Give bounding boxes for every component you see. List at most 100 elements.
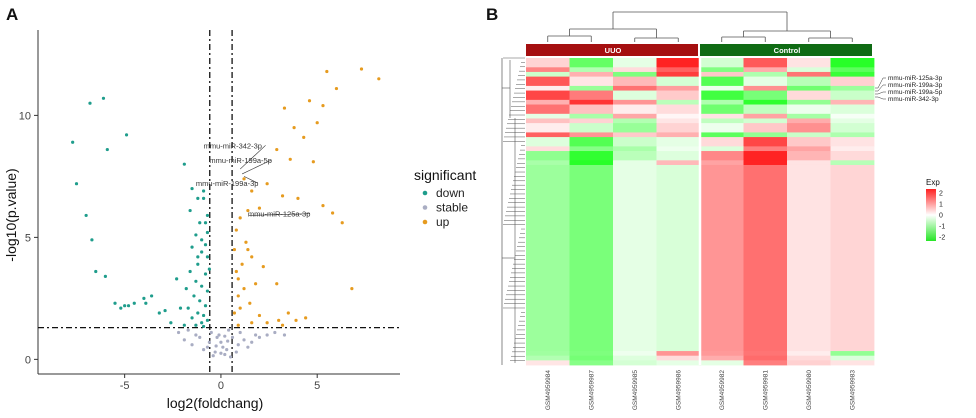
heat-cell-3-3 (656, 76, 701, 87)
point-down-22 (203, 221, 208, 225)
row-label-1: mmu-miR-199a-3p (888, 82, 943, 89)
heatmap-panel: B UUO Control GSM4959984 GSM4959987 GSM4959… (480, 0, 976, 413)
legend-label-down: down (436, 186, 465, 200)
point-up-49 (246, 247, 250, 252)
point-down-17 (190, 186, 194, 191)
point-stable-15 (209, 330, 213, 335)
point-stable-9 (242, 338, 246, 342)
point-down-6 (84, 213, 88, 218)
point-stable-34 (214, 344, 218, 348)
heat-cell-14-2 (613, 151, 657, 161)
row-labels: mmu-miR-125a-3pmmu-miR-199a-3pmmu-miR-19… (875, 75, 943, 103)
point-down-35 (192, 294, 196, 298)
heat-cell-16-3 (656, 164, 701, 352)
point-up-30 (242, 287, 246, 291)
row-label-connector-3 (875, 96, 886, 100)
row-label-2: mmu-miR-199a-5p (888, 89, 943, 96)
point-down-21 (198, 221, 202, 225)
point-up-4 (307, 99, 312, 103)
point-down-13 (142, 296, 146, 300)
heat-cell-7-6 (787, 104, 831, 115)
point-up-44 (275, 282, 279, 286)
point-down-47 (163, 308, 167, 313)
color-scale-bar (926, 189, 936, 241)
point-down-9 (103, 274, 107, 279)
heat-cell-8-3 (656, 113, 701, 119)
point-stable-6 (225, 348, 229, 352)
heat-cell-4-0 (526, 85, 570, 91)
heat-cell-19-3 (656, 360, 701, 366)
x-axis-title: log2(foldchang) (167, 395, 264, 411)
point-stable-22 (194, 333, 198, 337)
point-up-20 (246, 208, 250, 213)
heat-cell-6-6 (787, 99, 831, 105)
threshold-lines (38, 30, 400, 374)
heat-cell-5-5 (743, 90, 788, 101)
heat-cell-17-3 (656, 351, 701, 357)
heat-cell-7-3 (656, 104, 701, 115)
point-down-31 (194, 279, 198, 283)
column-label-6: GSM4959980 (806, 370, 813, 410)
point-down-24 (205, 230, 210, 235)
heat-cell-10-4 (700, 123, 744, 133)
heat-cell-8-5 (743, 113, 788, 119)
point-stable-12 (265, 333, 269, 337)
heat-cell-7-5 (743, 104, 788, 115)
point-stable-4 (213, 350, 217, 354)
heat-cell-2-3 (656, 71, 701, 78)
point-up-48 (236, 277, 240, 281)
heat-cell-0-6 (787, 58, 831, 68)
heat-cell-0-4 (700, 58, 744, 68)
legend-swatch-stable (422, 205, 428, 210)
point-down-44 (144, 301, 148, 305)
point-down-37 (203, 304, 208, 308)
point-down-59 (207, 267, 211, 271)
heat-cell-15-4 (700, 160, 744, 166)
point-stable-20 (234, 350, 238, 354)
heat-cell-19-2 (613, 360, 657, 366)
column-label-4: GSM4959982 (719, 370, 726, 410)
point-up-18 (340, 221, 344, 225)
heat-cell-7-4 (700, 104, 744, 115)
heat-cell-12-1 (569, 137, 614, 147)
heat-cell-6-2 (613, 99, 657, 105)
heat-cell-17-2 (613, 351, 657, 357)
heat-cell-1-3 (656, 67, 701, 73)
heat-cell-14-4 (700, 151, 744, 161)
heat-cell-1-7 (830, 67, 875, 73)
heat-cell-13-7 (830, 146, 875, 152)
point-down-38 (186, 306, 190, 310)
y-tick-label-0: 0 (25, 354, 31, 366)
heat-cell-9-1 (569, 118, 614, 124)
group-label-1: Control (774, 46, 801, 55)
point-stable-21 (246, 345, 250, 349)
point-up-2 (325, 69, 329, 74)
point-down-53 (201, 324, 206, 329)
row-label-3: mmu-miR-342-3p (888, 96, 939, 103)
heat-cell-3-7 (830, 76, 875, 87)
point-up-33 (238, 306, 242, 310)
heat-cell-10-0 (526, 123, 570, 133)
color-scale-tick-3: -1 (939, 224, 945, 231)
point-down-26 (200, 250, 204, 254)
heat-cell-16-4 (700, 164, 744, 352)
heat-cell-11-5 (743, 132, 788, 138)
heat-cell-16-0 (526, 164, 570, 352)
point-down-27 (205, 255, 210, 259)
group-bar-1 (700, 44, 872, 56)
point-up-15 (296, 196, 300, 200)
heat-cell-1-4 (700, 67, 744, 73)
point-down-0 (88, 101, 92, 105)
heat-cell-4-1 (569, 85, 614, 91)
point-stable-17 (215, 335, 219, 340)
heat-cell-16-5 (743, 164, 788, 352)
heat-cell-17-6 (787, 351, 831, 357)
heat-cell-4-4 (700, 85, 744, 91)
point-stable-24 (221, 345, 225, 349)
point-down-49 (175, 277, 179, 281)
column-label-2: GSM4959985 (632, 370, 639, 410)
heat-cell-5-6 (787, 90, 831, 101)
group-label-0: UUO (605, 46, 622, 55)
point-up-34 (232, 311, 237, 315)
point-stable-27 (207, 340, 211, 344)
